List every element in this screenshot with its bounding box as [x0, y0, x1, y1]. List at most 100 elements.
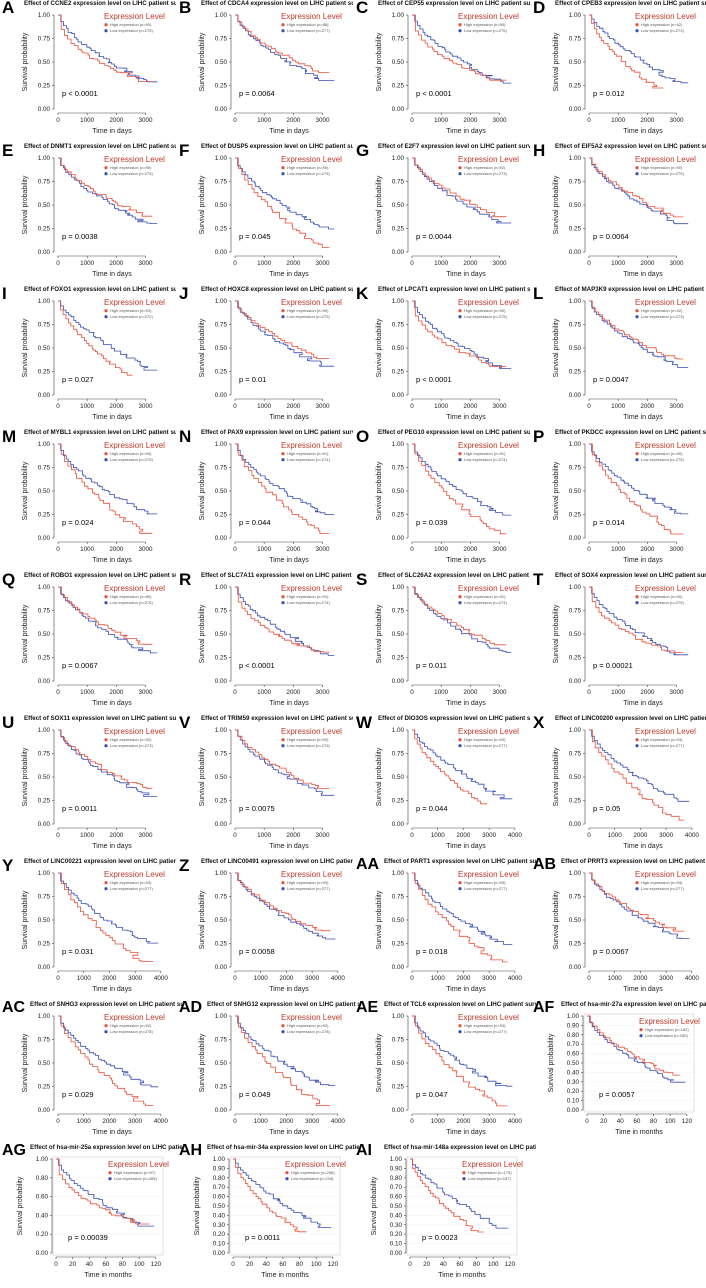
y-tick-label: 0.80: [567, 1032, 580, 1039]
high-expression-curve: [58, 729, 153, 789]
y-tick-label: 0.50: [38, 917, 51, 924]
y-tick-label: 1.00: [569, 155, 582, 162]
y-tick-label: 0.60: [36, 1194, 49, 1201]
x-tick-label: 0: [410, 832, 414, 839]
legend-title: Expression Level: [458, 441, 519, 450]
y-tick-label: 0.25: [38, 655, 51, 662]
legend-title: Expression Level: [281, 727, 342, 736]
legend-low-label: Low expression (n=275): [464, 28, 507, 33]
x-tick-label: 3000: [139, 832, 154, 839]
x-tick-label: 0: [233, 832, 237, 839]
p-value: p = 0.0038: [62, 232, 98, 241]
y-tick-label: 0.00: [38, 1107, 51, 1114]
chart-title: Effect of SNHG12 expression level on LIH…: [207, 1001, 359, 1008]
panel-ah: AH Effect of hsa-mir-34a expression level…: [177, 1142, 359, 1287]
x-tick-label: 4000: [508, 832, 523, 839]
x-tick-label: 3000: [670, 117, 685, 124]
y-tick-label: 0.25: [392, 226, 405, 233]
legend-low-marker: [458, 887, 462, 891]
low-expression-curve: [589, 586, 689, 656]
high-expression-curve: [235, 872, 331, 932]
high-expression-curve: [589, 443, 684, 535]
panel-label: Y: [2, 856, 14, 875]
x-tick-label: 2000: [463, 546, 478, 553]
legend-low-label: Low expression (n=277): [464, 886, 507, 891]
legend-low-label: Low expression (n=277): [287, 886, 330, 891]
p-value: p < 0.0001: [239, 661, 275, 670]
y-tick-label: 0.25: [38, 941, 51, 948]
x-tick-label: 20: [69, 1261, 77, 1268]
panel-w: W Effect of DIO3OS expression level on LI…: [354, 713, 530, 858]
legend-high-marker: [458, 166, 462, 170]
p-value: p = 0.0057: [599, 1090, 635, 1099]
y-tick-label: 0.75: [392, 179, 405, 186]
x-tick-label: 0: [56, 546, 60, 553]
panel-u: U Effect of SOX11 expression level on LIH…: [0, 713, 176, 858]
y-tick-label: 1.00: [392, 727, 405, 734]
high-expression-curve: [587, 1015, 681, 1076]
x-tick-label: 3000: [316, 689, 331, 696]
x-tick-label: 4000: [154, 1118, 169, 1125]
panel-ag: AG Effect of hsa-mir-25a expression level…: [0, 1142, 182, 1287]
low-expression-curve: [58, 443, 158, 515]
y-tick-label: 0.75: [569, 894, 582, 901]
x-tick-label: 1000: [257, 117, 272, 124]
x-tick-label: 0: [410, 546, 414, 553]
y-tick-label: 0.50: [567, 1060, 580, 1067]
panel-label: A: [2, 0, 15, 17]
legend-high-label: High expression (n=91): [464, 451, 506, 456]
x-tick-label: 4000: [685, 832, 700, 839]
panel-label: K: [356, 284, 369, 303]
high-expression-curve: [58, 872, 154, 962]
y-tick-label: 0.75: [38, 179, 51, 186]
km-plot: 0.00 0.25 0.50 0.75 1.00 0 1000 2000 3000 Time in…: [376, 584, 519, 707]
x-tick-label: 80: [473, 1261, 481, 1268]
x-tick-label: 2000: [286, 117, 301, 124]
y-axis-label: Survival probability: [376, 461, 383, 520]
x-tick-label: 3000: [305, 1118, 320, 1125]
x-axis-label: Time in days: [92, 557, 132, 564]
x-tick-label: 2000: [109, 403, 124, 410]
x-tick-label: 2000: [456, 832, 471, 839]
legend-low-label: Low expression (n=273): [641, 28, 684, 33]
y-tick-label: 0.25: [215, 83, 228, 90]
y-tick-label: 1.00: [215, 12, 228, 19]
y-tick-label: 0.25: [569, 83, 582, 90]
x-tick-label: 2000: [109, 117, 124, 124]
y-tick-label: 0.75: [38, 751, 51, 758]
km-plot: 0.00 0.10 0.20 0.30 0.40 0.50 0.60 0.70 0.80 0.90…: [548, 1013, 700, 1136]
panel-label: U: [2, 713, 15, 732]
x-axis-label: Time in months: [438, 1272, 486, 1279]
x-tick-label: 3000: [316, 117, 331, 124]
x-tick-label: 0: [410, 117, 414, 124]
panel-h: H Effect of EIF5A2 expression level on LI…: [531, 141, 706, 286]
km-plot: 0.00 0.25 0.50 0.75 1.00 0 1000 2000 3000 Time in…: [199, 298, 342, 421]
x-tick-label: 2000: [109, 546, 124, 553]
y-tick-label: 0.50: [569, 345, 582, 352]
legend-low-label: Low expression (n=272): [110, 314, 153, 319]
y-axis-label: Survival probability: [376, 890, 383, 949]
x-tick-label: 0: [587, 832, 591, 839]
panel-b: B Effect of CDCA4 expression level on LIH…: [177, 0, 353, 143]
y-tick-label: 1.00: [215, 870, 228, 877]
panel-label: AF: [533, 999, 555, 1016]
legend-low-marker: [639, 1034, 643, 1038]
chart-title: Effect of hsa-mir-27a expression level o…: [561, 1001, 706, 1008]
x-tick-label: 1000: [80, 117, 95, 124]
y-tick-label: 0.50: [569, 202, 582, 209]
x-tick-label: 2000: [456, 1118, 471, 1125]
legend-title: Expression Level: [281, 584, 342, 593]
y-tick-label: 0.75: [215, 465, 228, 472]
legend-low-label: Low expression (n=278): [110, 1029, 153, 1034]
low-expression-curve: [58, 300, 158, 371]
x-tick-label: 3000: [493, 117, 508, 124]
x-tick-label: 3000: [316, 260, 331, 267]
x-tick-label: 1000: [80, 689, 95, 696]
legend-low-label: Low expression (n=273): [464, 171, 507, 176]
x-tick-label: 0: [56, 832, 60, 839]
x-tick-label: 2000: [456, 975, 471, 982]
y-tick-label: 0.80: [390, 1175, 403, 1182]
legend-title: Expression Level: [635, 584, 696, 593]
y-tick-label: 0.25: [569, 369, 582, 376]
y-tick-label: 1.00: [38, 12, 51, 19]
